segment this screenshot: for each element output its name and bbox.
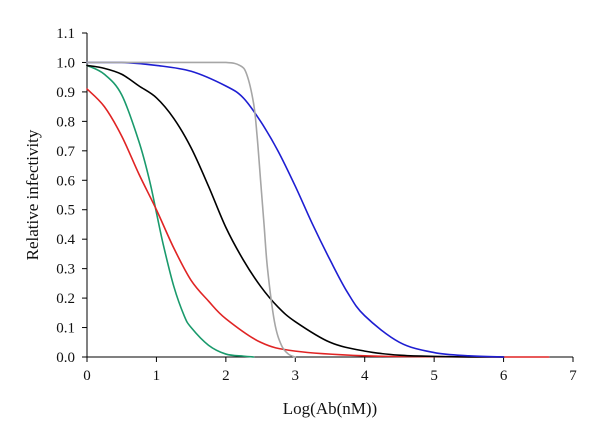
y-tick-label: 0.2	[56, 291, 75, 307]
y-tick-label: 0.8	[56, 114, 75, 130]
x-tick-label: 4	[361, 368, 369, 384]
x-tick-label: 0	[83, 368, 91, 384]
x-axis-ticks: 0 1 2 3 4 5 6 7	[83, 357, 577, 384]
x-tick-label: 1	[153, 368, 161, 384]
y-axis-ticks: 0.0 0.1 0.2 0.3 0.4 0.5 0.6 0.7 0.8 0.9 1.0 1.1	[56, 26, 87, 366]
series-lines	[86, 61, 550, 358]
series-line-3	[86, 64, 505, 358]
y-tick-label: 1.0	[56, 55, 75, 71]
y-tick-label: 0.4	[56, 232, 75, 248]
y-tick-label: 0.0	[56, 350, 75, 366]
y-tick-label: 0.5	[56, 203, 75, 219]
y-tick-label: 0.3	[56, 262, 75, 278]
x-tick-label: 5	[430, 368, 438, 384]
x-tick-label: 3	[292, 368, 300, 384]
series-line-2	[86, 88, 550, 358]
x-tick-label: 6	[500, 368, 508, 384]
x-tick-label: 7	[569, 368, 577, 384]
x-axis-title: Log(Ab(nM))	[283, 399, 377, 418]
y-tick-label: 1.1	[56, 26, 75, 42]
y-tick-label: 0.7	[56, 144, 75, 160]
axes	[86, 33, 573, 358]
y-axis-title: Relative infectivity	[23, 129, 42, 260]
series-line-5	[86, 61, 297, 358]
y-tick-label: 0.6	[56, 173, 75, 189]
y-tick-label: 0.1	[56, 321, 75, 337]
y-tick-label: 0.9	[56, 85, 75, 101]
x-tick-label: 2	[222, 368, 230, 384]
series-line-4	[86, 61, 505, 358]
series-line-1	[86, 64, 255, 358]
